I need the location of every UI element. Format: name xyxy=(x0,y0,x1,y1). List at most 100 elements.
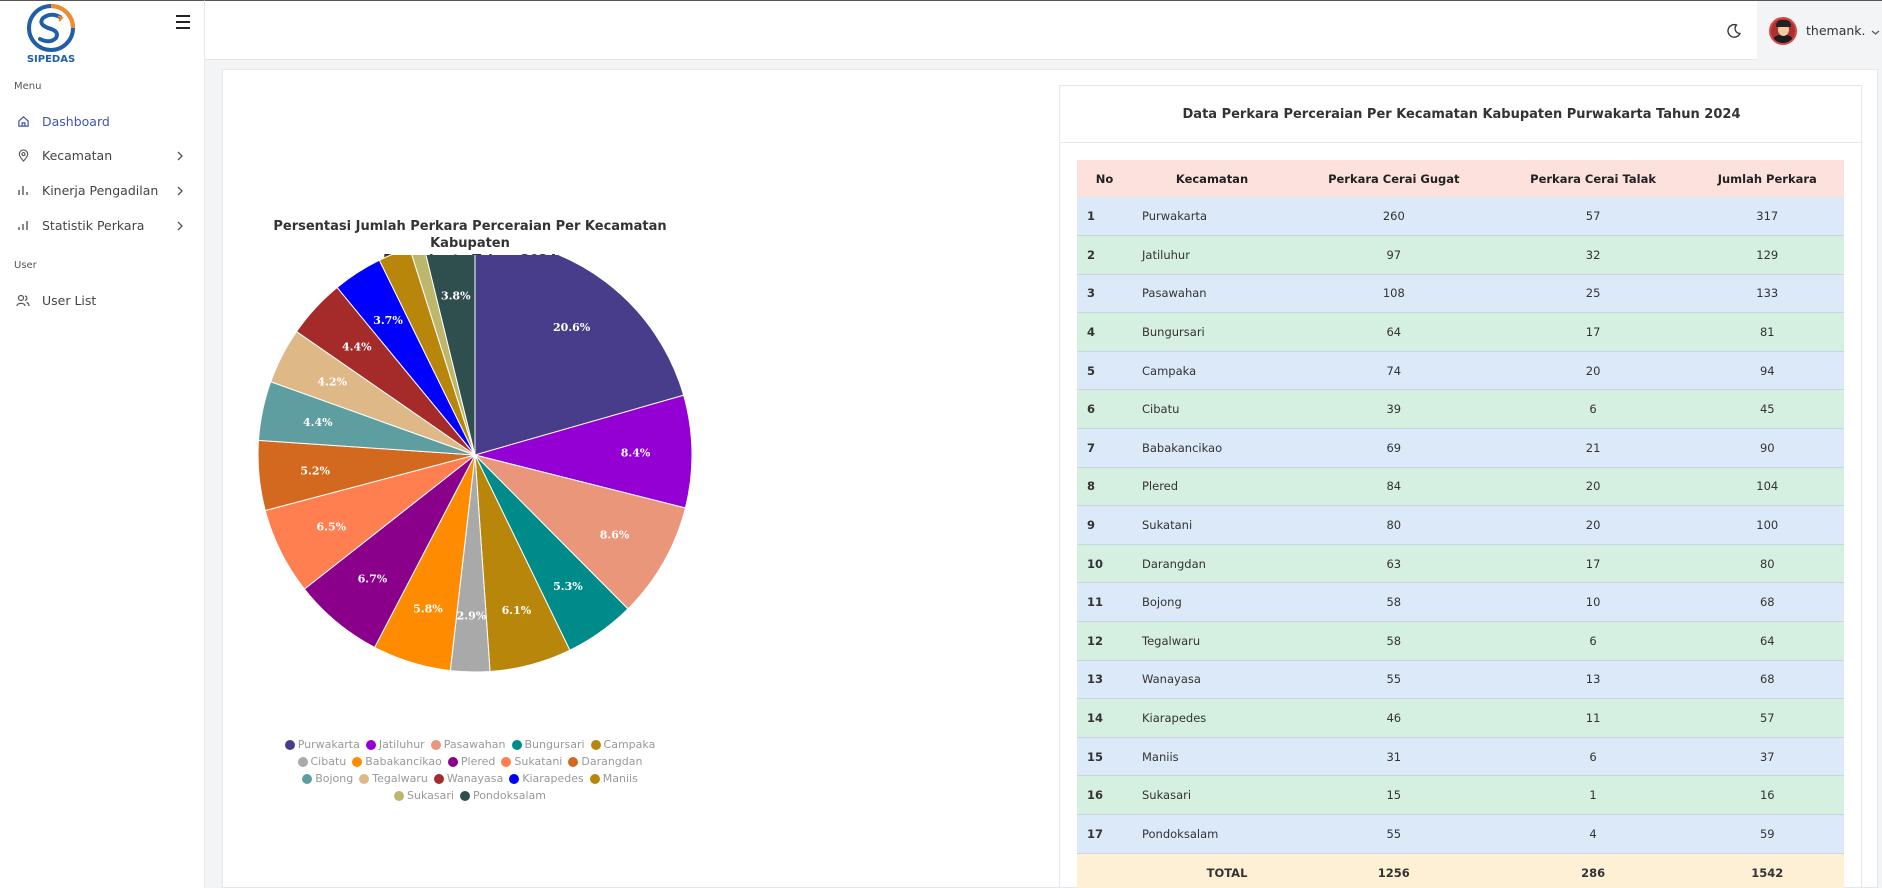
cell-total-gugat: 1256 xyxy=(1292,853,1496,888)
pie-slice-label: 20.6% xyxy=(553,321,591,334)
pie-slice[interactable] xyxy=(473,394,693,509)
legend-entry[interactable]: Cibatu xyxy=(297,755,346,768)
legend-label: Bungursari xyxy=(524,738,585,751)
sidebar-item-user-list[interactable]: User List xyxy=(0,285,204,315)
cell-talak: 6 xyxy=(1495,389,1691,430)
cell-talak: 6 xyxy=(1495,737,1691,777)
legend-entry[interactable]: Kiarapedes xyxy=(509,772,584,785)
legend-label: Wanayasa xyxy=(446,772,504,785)
cell-jumlah: 90 xyxy=(1690,428,1844,468)
user-section-label: User xyxy=(14,260,37,271)
sidebar-item-dashboard[interactable]: Dashboard xyxy=(0,106,204,136)
cell-kecamatan: Babakancikao xyxy=(1132,428,1292,468)
sidebar-item-kecamatan[interactable]: Kecamatan xyxy=(0,140,204,170)
legend-entry[interactable]: Bungursari xyxy=(511,738,585,751)
pie-chart-panel: Persentasi Jumlah Perkara Perceraian Per… xyxy=(240,210,700,810)
topbar: themank. xyxy=(205,0,1882,60)
pie-slice[interactable] xyxy=(423,255,476,456)
cell-kecamatan: Wanayasa xyxy=(1132,660,1292,700)
legend-entry[interactable]: Maniis xyxy=(589,772,638,785)
sidebar: SIPEDAS Menu Dashboard Kecamatan Kinerja… xyxy=(0,0,205,888)
pie-slice[interactable] xyxy=(474,255,685,456)
cell-kecamatan: Kiarapedes xyxy=(1132,698,1292,738)
cell-gugat: 55 xyxy=(1292,814,1496,854)
cell-jumlah: 94 xyxy=(1690,351,1844,391)
cell-talak: 20 xyxy=(1495,351,1691,391)
cell-talak: 21 xyxy=(1495,428,1691,468)
cell-gugat: 58 xyxy=(1292,582,1496,623)
table-header-row: No Kecamatan Perkara Cerai Gugat Perkara… xyxy=(1077,160,1844,197)
cell-kecamatan: Pondoksalam xyxy=(1132,814,1292,854)
cell-kecamatan: Darangdan xyxy=(1132,544,1292,584)
legend-entry[interactable]: Tegalwaru xyxy=(359,772,428,785)
sidebar-item-kinerja-pengadilan[interactable]: Kinerja Pengadilan xyxy=(0,175,204,205)
column-header-kecamatan: Kecamatan xyxy=(1132,160,1292,197)
table-card: Data Perkara Perceraian Per Kecamatan Ka… xyxy=(1059,85,1863,888)
table-row: 15 Maniis 31 6 37 xyxy=(1077,737,1844,777)
user-menu[interactable]: themank. xyxy=(1757,1,1882,60)
sidebar-item-statistik-perkara[interactable]: Statistik Perkara xyxy=(0,210,204,240)
legend-swatch xyxy=(590,739,601,750)
legend-entry[interactable]: Purwakarta xyxy=(284,738,360,751)
cell-no: 11 xyxy=(1077,582,1132,623)
legend-entry[interactable]: Pasawahan xyxy=(430,738,506,751)
pie-slice-label: 3.7% xyxy=(373,314,403,327)
pie-slice[interactable] xyxy=(410,255,476,456)
sipedas-logo[interactable]: SIPEDAS xyxy=(18,3,84,65)
cell-no: 2 xyxy=(1077,235,1132,275)
cell-talak: 25 xyxy=(1495,274,1691,314)
legend-swatch xyxy=(302,773,313,784)
legend-entry[interactable]: Wanayasa xyxy=(433,772,504,785)
cell-no: 13 xyxy=(1077,660,1132,700)
cell-kecamatan: Sukasari xyxy=(1132,775,1292,815)
pie-slice-label: 4.4% xyxy=(303,416,333,429)
legend-entry[interactable]: Sukasari xyxy=(394,789,454,802)
legend-entry[interactable]: Sukatani xyxy=(501,755,562,768)
pie-slice-label: 8.6% xyxy=(600,528,630,541)
cell-no: 5 xyxy=(1077,351,1132,391)
moon-icon[interactable] xyxy=(1726,23,1744,41)
cell-gugat: 69 xyxy=(1292,428,1496,468)
cell-gugat: 64 xyxy=(1292,312,1496,352)
cell-kecamatan: Pasawahan xyxy=(1132,274,1292,314)
sidebar-item-label: Statistik Perkara xyxy=(42,217,145,233)
pie-slice-label: 6.5% xyxy=(316,521,346,534)
cell-gugat: 80 xyxy=(1292,505,1496,545)
cell-no: 15 xyxy=(1077,737,1132,777)
cell-no: 12 xyxy=(1077,621,1132,661)
legend-entry[interactable]: Jatiluhur xyxy=(365,738,425,751)
legend-entry[interactable]: Bojong xyxy=(302,772,353,785)
pie-slice-label: 3.8% xyxy=(441,290,471,303)
legend-entry[interactable]: Plered xyxy=(447,755,495,768)
menu-toggle-icon[interactable] xyxy=(176,15,190,29)
pie-slice-label: 6.1% xyxy=(502,604,532,617)
legend-swatch xyxy=(511,739,522,750)
legend-label: Sukasari xyxy=(407,789,454,802)
cell-talak: 32 xyxy=(1495,235,1691,275)
table-row: 5 Campaka 74 20 94 xyxy=(1077,351,1844,391)
cell-jumlah: 64 xyxy=(1690,621,1844,661)
cell-kecamatan: Cibatu xyxy=(1132,389,1292,430)
legend-entry[interactable]: Babakancikao xyxy=(352,755,442,768)
legend-swatch xyxy=(433,773,444,784)
cell-talak: 17 xyxy=(1495,544,1691,584)
legend-entry[interactable]: Darangdan xyxy=(568,755,642,768)
cell-gugat: 58 xyxy=(1292,621,1496,661)
table-row: 3 Pasawahan 108 25 133 xyxy=(1077,274,1844,314)
legend-label: Kiarapedes xyxy=(522,772,584,785)
legend-entry[interactable]: Campaka xyxy=(590,738,655,751)
cell-no: 9 xyxy=(1077,505,1132,545)
table-row: 4 Bungursari 64 17 81 xyxy=(1077,312,1844,352)
sidebar-item-label: User List xyxy=(42,292,97,308)
legend-swatch xyxy=(297,756,308,767)
cell-gugat: 31 xyxy=(1292,737,1496,777)
cell-jumlah: 68 xyxy=(1690,660,1844,700)
cell-jumlah: 37 xyxy=(1690,737,1844,777)
data-table: No Kecamatan Perkara Cerai Gugat Perkara… xyxy=(1077,160,1844,888)
pie-slice[interactable] xyxy=(378,255,476,456)
legend-entry[interactable]: Pondoksalam xyxy=(459,789,546,802)
sidebar-item-label: Kinerja Pengadilan xyxy=(42,182,159,198)
cell-jumlah: 57 xyxy=(1690,698,1844,738)
cell-talak: 10 xyxy=(1495,582,1691,623)
pie-slice[interactable] xyxy=(473,454,687,610)
